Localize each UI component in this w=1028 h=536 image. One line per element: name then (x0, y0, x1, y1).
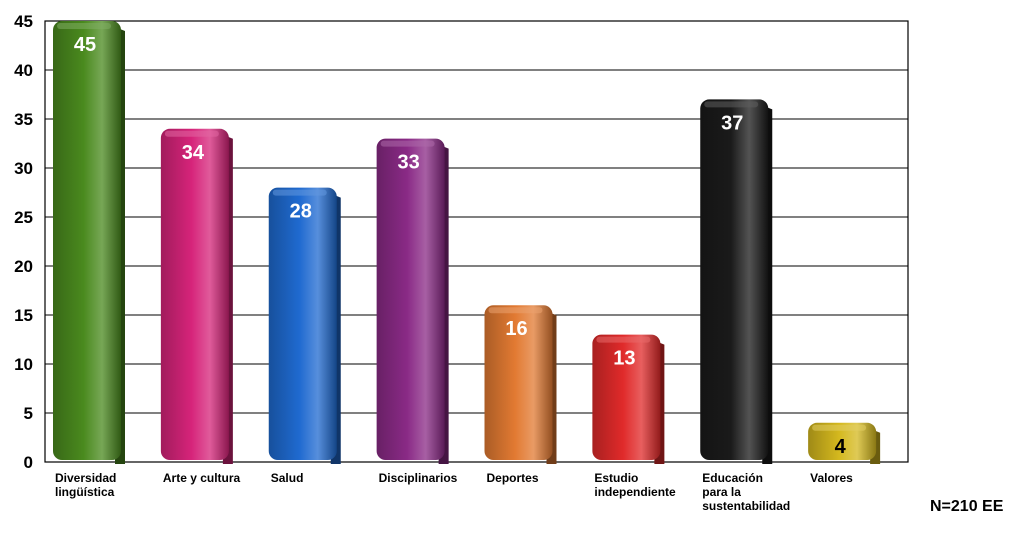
y-tick-label: 5 (24, 404, 33, 423)
category-label: Estudio independiente (594, 471, 676, 499)
y-tick-label: 25 (14, 208, 33, 227)
category-label: Disciplinarios (379, 471, 458, 485)
category-label-line: Diversidad (55, 471, 116, 485)
y-tick-label: 10 (14, 355, 33, 374)
sample-size-note: N=210 EE (930, 498, 1004, 515)
y-tick-label: 40 (14, 61, 33, 80)
data-label: 34 (182, 142, 205, 164)
category-label: Educación para la sustentabilidad (702, 471, 790, 513)
data-label: 13 (613, 348, 635, 370)
category-label-line: Valores (810, 471, 853, 485)
bar (160, 128, 229, 461)
data-label: 37 (721, 112, 743, 134)
y-tick-label: 15 (14, 306, 33, 325)
data-label: 33 (398, 152, 420, 174)
bar (700, 99, 769, 461)
bar (592, 334, 661, 460)
y-tick-label: 0 (24, 453, 33, 472)
y-tick-label: 20 (14, 257, 33, 276)
y-tick-label: 45 (14, 12, 33, 31)
bar-highlight (272, 189, 327, 196)
data-label: 16 (505, 318, 527, 340)
bar (808, 422, 877, 460)
data-label: 4 (835, 436, 847, 458)
category-label-line: Disciplinarios (379, 471, 458, 485)
bar (53, 21, 121, 460)
category-label-line: Estudio (594, 471, 638, 485)
category-label-line: sustentabilidad (702, 499, 790, 513)
bar-highlight (596, 336, 651, 343)
bar-highlight (488, 307, 543, 314)
bar (484, 305, 553, 460)
category-label: Diversidad lingüística (55, 471, 116, 499)
category-label-line: Salud (271, 471, 304, 485)
category-label-line: lingüística (55, 485, 115, 499)
category-label-line: independiente (594, 485, 676, 499)
category-label: Valores (810, 471, 853, 485)
plot-frame (44, 20, 909, 463)
y-tick-label: 30 (14, 159, 33, 178)
bar-highlight (57, 23, 111, 29)
y-tick-label: 35 (14, 110, 33, 129)
bar-highlight (164, 130, 219, 137)
category-label: Salud (271, 471, 304, 485)
bar (268, 187, 337, 460)
data-label: 28 (290, 201, 312, 223)
bar-highlight (812, 424, 867, 431)
category-label-line: Educación (702, 471, 763, 485)
data-label: 45 (74, 34, 96, 56)
category-label-line: Deportes (487, 471, 539, 485)
category-label: Arte y cultura (163, 471, 241, 485)
category-label: Deportes (487, 471, 539, 485)
bar (376, 138, 445, 460)
category-label-line: para la (702, 485, 741, 499)
bar-highlight (380, 140, 435, 147)
bar-highlight (704, 101, 759, 108)
category-label-line: Arte y cultura (163, 471, 241, 485)
